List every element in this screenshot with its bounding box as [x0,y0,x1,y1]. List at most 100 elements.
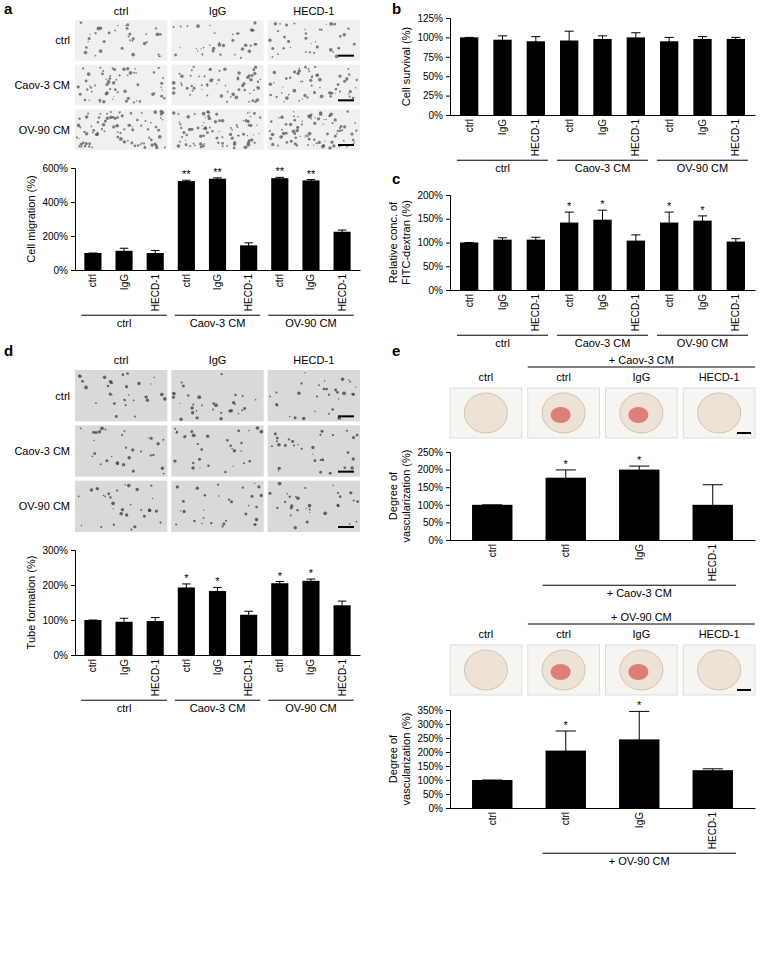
micrograph-texture [316,45,319,48]
error-bar-stem [342,601,343,609]
micrograph-texture [158,67,160,69]
y-axis-title-line: Relative conc. of [387,201,399,283]
micrograph-texture [226,145,228,147]
error-bar [89,620,98,621]
error-bar [338,230,347,233]
x-tick: HECD-1 [243,274,254,312]
x-tick-label: ctrl [464,294,475,307]
micrograph-texture [343,125,346,128]
micrograph-texture [96,487,99,490]
error-bar-cap [498,35,507,36]
micrograph-texture [300,81,301,82]
micrograph-texture [343,80,346,83]
micrograph-texture [172,81,176,85]
y-axis: 0%50%100%150%200% [417,190,450,296]
micrograph-texture [302,417,306,421]
micrograph-texture [335,88,338,91]
micrograph-texture [305,51,307,53]
micrograph-texture [173,459,176,462]
micrograph-texture [238,413,240,415]
micrograph-texture [329,22,333,26]
micrograph-texture [127,74,129,76]
micrograph-texture [275,403,278,406]
micrograph-texture [97,121,99,123]
micrograph-texture [162,77,164,79]
micrograph-texture [356,434,359,437]
micrograph-texture [319,471,322,474]
micrograph-texture [104,495,106,497]
micrograph-panel: ctrlIgGHECD-1ctrlCaov-3 CMOV-90 CM [14,354,360,532]
micrograph-texture [296,144,298,146]
column-label: ctrl [479,628,494,640]
micrograph-background [75,65,167,106]
y-axis-title-line: Cell migration (%) [25,175,37,262]
micrograph-texture [121,508,124,511]
micrograph-texture [237,71,241,75]
micrograph-texture [226,439,229,442]
significance-mark: * [637,454,642,466]
micrograph-texture [240,442,243,445]
micrograph-texture [89,85,90,86]
y-tick: 300% [417,719,450,730]
micrograph-texture [182,131,185,134]
micrograph-texture [337,504,339,506]
y-tick: 0% [54,265,75,276]
y-tick-label: 200% [42,580,68,591]
x-tick-label: HECD-1 [150,659,161,697]
micrograph-background [75,20,167,61]
micrograph-texture [229,133,232,136]
micrograph-texture [315,41,316,42]
error-bar-cap [665,37,674,38]
micrograph-texture [326,133,329,136]
micrograph-texture [125,99,128,102]
y-tick: 300% [42,545,75,556]
micrograph-texture [201,84,203,86]
micrograph-texture [200,48,201,49]
micrograph-background [268,109,360,150]
micrograph-texture [347,68,349,70]
micrograph-texture [112,125,115,128]
y-tick-mark [446,195,450,196]
micrograph-texture [129,71,133,75]
x-tick: IgG [212,659,223,675]
group-label: Caov-3 CM [190,702,246,714]
row-label: OV-90 CM [19,500,70,512]
micrograph-texture [284,444,287,447]
micrograph-texture [114,88,117,91]
micrograph-texture [180,510,181,511]
micrograph-texture [285,23,288,26]
y-tick: 0% [54,650,75,661]
micrograph-texture [133,525,136,528]
y-tick-label: 0% [429,285,444,296]
chart: c0%50%100%150%200%ctrlIgGHECD-1ctrlIgGHE… [387,170,755,349]
group-line [557,335,648,336]
micrograph-texture [296,72,299,75]
micrograph-texture [190,430,193,433]
micrograph-texture [235,96,239,100]
micrograph-texture [218,119,221,122]
micrograph [171,370,263,421]
micrograph-texture [338,74,341,77]
error-bar-stem [248,611,249,618]
error-bar-cap [703,484,723,485]
significance-mark: * [215,575,220,587]
micrograph-texture [292,89,296,93]
column-label: ctrl [114,354,129,366]
micrograph-texture [163,397,167,401]
error-bar-stem [669,212,670,233]
micrograph-texture [231,448,233,450]
x-tick: ctrl [560,812,571,825]
micrograph-texture [311,446,314,449]
x-tick-label: ctrl [181,274,192,287]
micrograph-texture [355,130,357,132]
micrograph-texture [316,395,318,397]
error-bar-stem [735,239,736,245]
micrograph-texture [242,82,245,85]
micrograph-texture [236,124,238,126]
micrograph-texture [209,44,211,46]
y-axis-line [446,196,451,291]
error-bar-stem [155,618,156,625]
micrograph-texture [276,404,278,406]
error-bar [565,31,574,50]
micrograph-texture [192,462,194,464]
